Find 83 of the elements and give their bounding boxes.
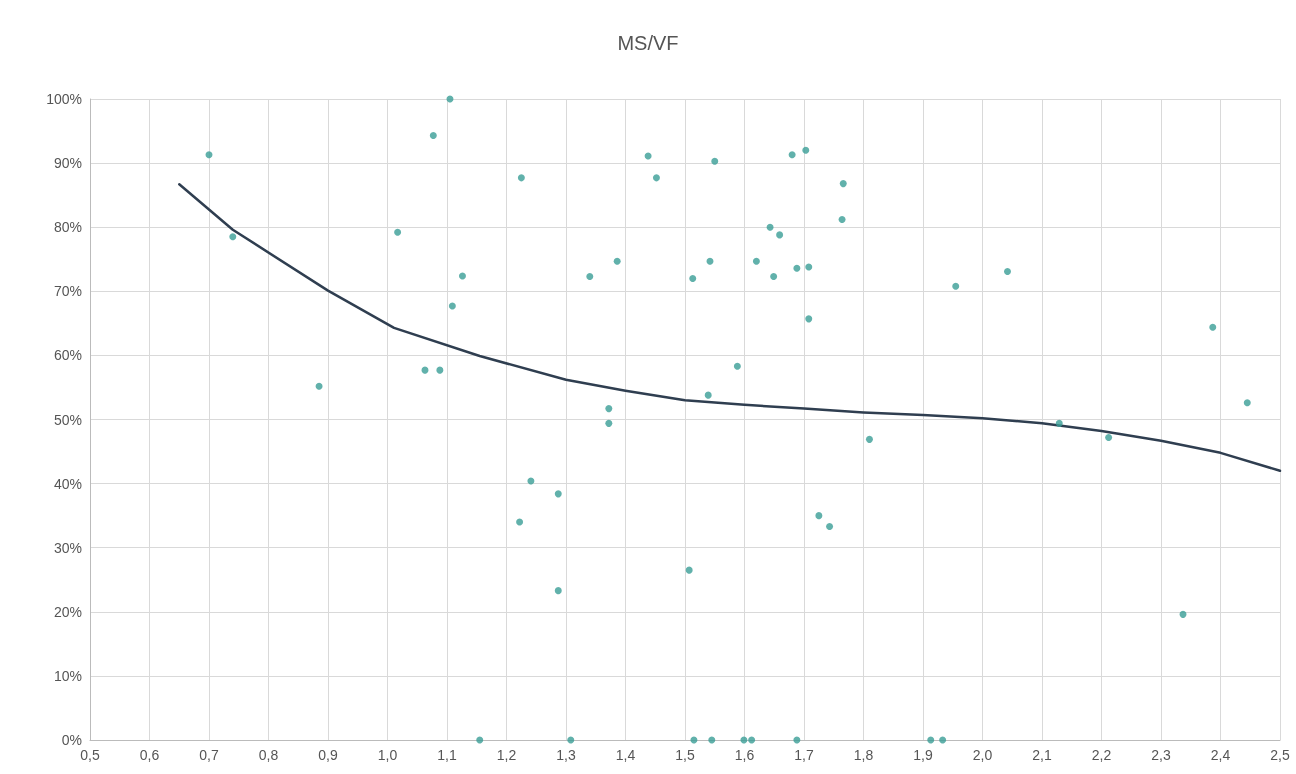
point xyxy=(315,382,323,390)
point xyxy=(733,362,741,370)
x-tick-label: 2,5 xyxy=(1270,747,1290,763)
chart-title: MS/VF xyxy=(617,32,679,54)
point xyxy=(805,315,813,323)
point xyxy=(586,273,594,281)
point xyxy=(613,257,621,265)
point xyxy=(815,512,823,520)
point xyxy=(605,419,613,427)
x-tick-label: 2,0 xyxy=(972,747,993,763)
point xyxy=(394,228,402,236)
x-tick-label: 0,8 xyxy=(258,747,279,763)
x-tick-label: 1,6 xyxy=(734,747,755,763)
point xyxy=(952,282,960,290)
x-tick-label: 2,3 xyxy=(1151,747,1171,763)
y-tick-label: 0% xyxy=(61,732,82,748)
point xyxy=(689,274,697,282)
point xyxy=(708,736,716,744)
point xyxy=(567,736,575,744)
point xyxy=(752,257,760,265)
point xyxy=(865,435,873,443)
point xyxy=(1055,419,1063,427)
point xyxy=(788,151,796,159)
point xyxy=(802,146,810,154)
x-tick-label: 1,8 xyxy=(853,747,874,763)
point xyxy=(826,523,834,531)
point xyxy=(554,490,562,498)
point xyxy=(766,223,774,231)
point xyxy=(554,587,562,595)
y-tick-label: 30% xyxy=(53,539,82,556)
x-tick-label: 1,5 xyxy=(675,747,695,763)
point xyxy=(793,264,801,272)
point xyxy=(448,302,456,310)
point xyxy=(652,174,660,182)
x-tick-label: 1,3 xyxy=(556,747,576,763)
point xyxy=(939,736,947,744)
point xyxy=(685,566,693,574)
y-tick-label: 90% xyxy=(53,155,82,172)
point xyxy=(1105,433,1113,441)
point xyxy=(704,391,712,399)
y-tick-label: 80% xyxy=(53,219,82,236)
x-tick-label: 2,4 xyxy=(1210,747,1231,763)
line-series xyxy=(178,183,1282,473)
point xyxy=(711,157,719,165)
y-tick-label: 70% xyxy=(53,283,82,300)
point xyxy=(1179,610,1187,618)
x-tick-label: 1,9 xyxy=(913,747,933,763)
point xyxy=(458,272,466,280)
y-tick-label: 40% xyxy=(53,475,82,492)
x-tick-label: 2,1 xyxy=(1032,747,1052,763)
point xyxy=(436,366,444,374)
x-tick-label: 1,1 xyxy=(437,747,457,763)
y-tick-label: 60% xyxy=(53,347,82,364)
y-tick-label: 100% xyxy=(46,91,82,107)
point xyxy=(429,132,437,140)
x-tick-label: 0,6 xyxy=(139,747,160,763)
point xyxy=(1209,323,1217,331)
point xyxy=(476,736,484,744)
point xyxy=(770,273,778,281)
point xyxy=(839,180,847,188)
x-tick-label: 0,5 xyxy=(80,747,100,763)
x-tick-label: 1,4 xyxy=(615,747,636,763)
point xyxy=(229,233,237,241)
point xyxy=(605,405,613,413)
point xyxy=(748,736,756,744)
x-tick-label: 1,7 xyxy=(794,747,814,763)
point xyxy=(205,151,213,159)
y-tick-label: 20% xyxy=(53,603,82,620)
x-tick-label: 2,2 xyxy=(1091,747,1112,763)
x-tick-label: 1,2 xyxy=(496,747,517,763)
y-tick-label: 50% xyxy=(53,411,82,428)
point xyxy=(1243,399,1251,407)
point xyxy=(838,216,846,224)
x-tick-label: 0,7 xyxy=(199,747,219,763)
y-tick-label: 10% xyxy=(53,667,82,684)
x-tick-label: 1,0 xyxy=(377,747,398,763)
point xyxy=(517,174,525,182)
point xyxy=(805,263,813,271)
x-tick-label: 0,9 xyxy=(318,747,338,763)
point xyxy=(1004,267,1011,275)
point xyxy=(927,736,935,744)
point xyxy=(776,231,784,239)
point xyxy=(516,518,524,526)
